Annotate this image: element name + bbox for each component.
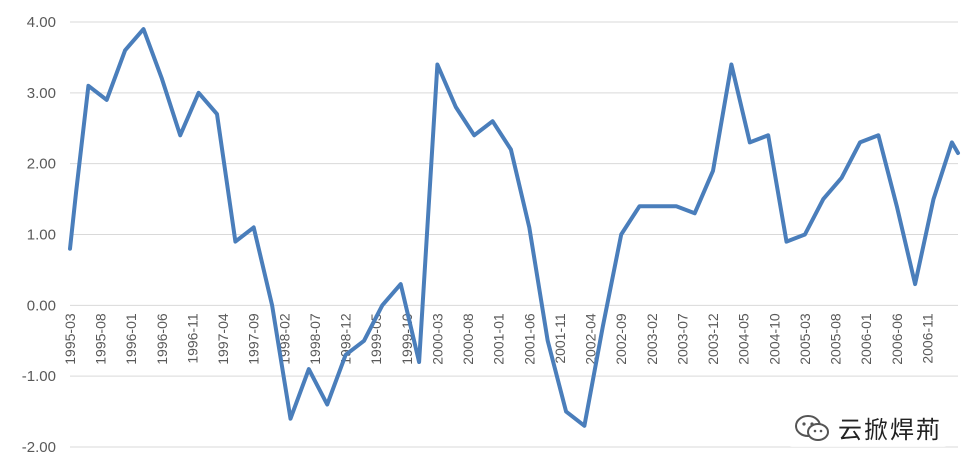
data-point — [656, 204, 660, 208]
y-tick-label: 4.00 — [27, 14, 56, 31]
data-point — [564, 410, 568, 414]
x-tick-label: 2003-02 — [644, 313, 660, 365]
x-tick-label: 2006-11 — [919, 313, 935, 364]
y-tick-label: 2.00 — [27, 156, 56, 173]
data-point — [766, 133, 770, 137]
data-point — [472, 133, 476, 137]
data-point — [821, 197, 825, 201]
data-point — [325, 403, 329, 407]
data-point — [840, 176, 844, 180]
data-point — [288, 417, 292, 421]
data-point — [160, 77, 164, 81]
x-tick-label: 2001-06 — [521, 313, 537, 365]
y-tick-label: 3.00 — [27, 85, 56, 102]
series-layer — [68, 27, 960, 428]
data-point — [141, 27, 145, 31]
x-tick-label: 2003-12 — [705, 313, 721, 365]
data-point — [215, 112, 219, 116]
data-point — [956, 151, 960, 155]
data-point — [932, 197, 936, 201]
x-tick-label: 2002-04 — [583, 313, 599, 365]
data-point — [785, 240, 789, 244]
y-axis-ticks: 4.00 3.00 2.00 1.00 0.00 -1.00 -2.00 — [22, 14, 56, 456]
data-point — [68, 247, 72, 251]
data-point — [233, 240, 237, 244]
x-tick-label: 1995-08 — [93, 313, 109, 365]
data-point — [729, 63, 733, 67]
data-point — [509, 148, 513, 152]
x-tick-label: 1997-04 — [215, 313, 231, 365]
data-point — [417, 360, 421, 364]
data-point — [858, 140, 862, 144]
data-point — [399, 282, 403, 286]
x-tick-label: 1996-06 — [154, 313, 170, 365]
y-tick-label: 1.00 — [27, 227, 56, 244]
x-tick-label: 2002-09 — [613, 313, 629, 365]
x-axis-ticks: 1995-03 1995-08 1996-01 1996-06 1996-11 1997-… — [62, 313, 935, 365]
x-tick-label: 2005-08 — [828, 313, 844, 365]
series-line — [68, 27, 960, 428]
watermark: 云掀焊荊 — [788, 408, 948, 447]
data-point — [619, 233, 623, 237]
x-tick-label: 2003-07 — [674, 313, 690, 365]
x-tick-label: 2004-10 — [766, 313, 782, 365]
data-point — [307, 367, 311, 371]
data-point — [748, 140, 752, 144]
data-point — [362, 339, 366, 343]
data-point — [803, 233, 807, 237]
data-point — [546, 339, 550, 343]
y-tick-label: -2.00 — [22, 439, 56, 456]
data-point — [178, 133, 182, 137]
data-point — [895, 204, 899, 208]
wechat-icon — [795, 414, 829, 441]
data-point — [270, 303, 274, 307]
data-point — [693, 211, 697, 215]
data-point — [435, 63, 439, 67]
x-tick-label: 2000-08 — [460, 313, 476, 365]
data-point — [876, 133, 880, 137]
data-point — [454, 105, 458, 109]
data-point — [674, 204, 678, 208]
data-point — [197, 91, 201, 95]
data-point — [491, 119, 495, 123]
x-tick-label: 2006-01 — [858, 313, 874, 365]
x-tick-label: 2001-01 — [491, 313, 507, 365]
data-point — [638, 204, 642, 208]
data-point — [252, 225, 256, 229]
x-tick-label: 2005-03 — [797, 313, 813, 365]
x-tick-label: 2004-05 — [736, 313, 752, 365]
data-point — [105, 98, 109, 102]
x-tick-label: 2000-03 — [429, 313, 445, 365]
x-tick-label: 1998-07 — [307, 313, 323, 365]
data-point — [74, 190, 78, 194]
y-tick-label: 0.00 — [27, 297, 56, 314]
x-tick-label: 1996-11 — [184, 313, 200, 364]
data-point — [344, 353, 348, 357]
data-point — [711, 169, 715, 173]
data-point — [123, 48, 127, 52]
watermark-text: 云掀焊荊 — [838, 416, 942, 444]
data-point — [380, 303, 384, 307]
data-point — [86, 84, 90, 88]
data-point — [601, 325, 605, 329]
x-tick-label: 1995-03 — [62, 313, 78, 365]
y-tick-label: -1.00 — [22, 368, 56, 385]
x-tick-label: 2001-11 — [552, 313, 568, 364]
gridlines — [70, 21, 958, 448]
x-tick-label: 1996-01 — [123, 313, 139, 365]
data-point — [527, 225, 531, 229]
x-tick-label: 1997-09 — [246, 313, 262, 365]
data-point — [913, 282, 917, 286]
data-point — [582, 424, 586, 428]
x-tick-label: 2006-06 — [889, 313, 905, 365]
data-point — [950, 140, 954, 144]
